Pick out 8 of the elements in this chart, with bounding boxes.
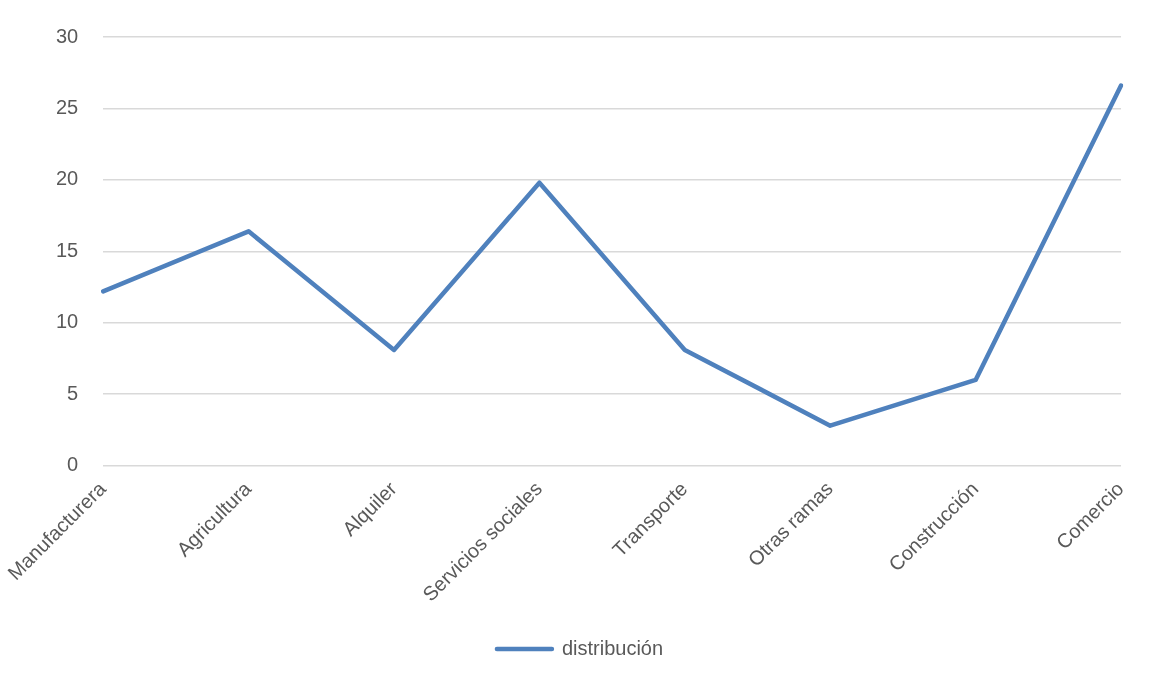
legend-label: distribución [561, 636, 664, 659]
y-tick-label: 15 [55, 238, 79, 261]
y-tick-label: 20 [55, 167, 79, 190]
y-tick-label: 30 [55, 24, 79, 47]
y-tick-label: 25 [55, 95, 79, 118]
y-tick-label: 5 [67, 381, 79, 404]
y-tick-label: 0 [67, 453, 79, 476]
y-tick-label: 10 [55, 310, 79, 333]
